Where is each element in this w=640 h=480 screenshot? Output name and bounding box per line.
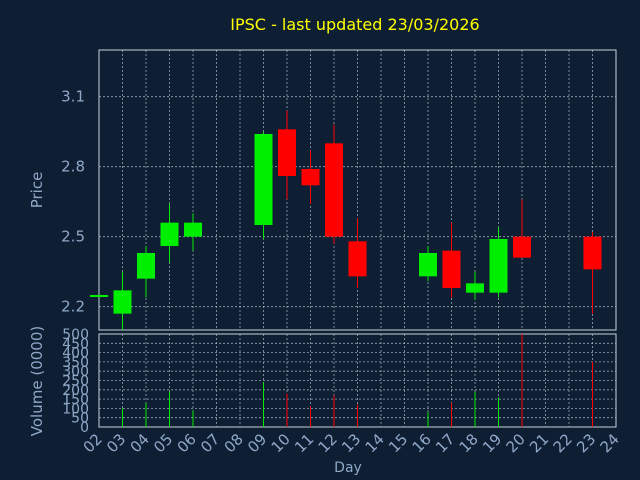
price-grid xyxy=(99,50,616,330)
volume-tick-label: 450 xyxy=(62,336,89,352)
candle-body xyxy=(137,253,155,279)
volume-tick-label: 400 xyxy=(62,346,89,362)
price-y-ticks: 2.2 2.5 2.8 3.1 xyxy=(61,88,85,316)
price-tick-label: 2.5 xyxy=(61,228,85,246)
price-tick-label: 2.8 xyxy=(61,158,85,176)
volume-tick-label: 50 xyxy=(71,411,89,427)
candle-body xyxy=(583,236,602,270)
chart-title: IPSC - last updated 23/03/2026 xyxy=(230,15,479,34)
volume-tick-label: 300 xyxy=(62,364,89,380)
volume-tick-label: 0 xyxy=(80,420,89,436)
candle-body xyxy=(489,239,508,293)
candle-body xyxy=(466,283,484,293)
volume-tick-label: 200 xyxy=(62,383,89,399)
price-tick-label: 3.1 xyxy=(61,88,85,106)
candle-body xyxy=(113,290,132,314)
price-tick-label: 2.2 xyxy=(61,298,85,316)
volume-tick-label: 250 xyxy=(62,374,89,390)
volume-tick-label: 500 xyxy=(62,327,89,343)
volume-tick-label: 350 xyxy=(62,355,89,371)
volume-axis-label: Volume (0000) xyxy=(28,326,46,436)
x-ticks: 0203040506070809101112131415161718192021… xyxy=(80,430,623,456)
volume-tick-label: 150 xyxy=(62,392,89,408)
candle-body xyxy=(278,129,296,176)
candles xyxy=(90,110,602,330)
candle-body xyxy=(160,222,179,246)
x-axis-label: Day xyxy=(334,460,362,476)
candle-body xyxy=(419,253,437,277)
price-panel: 2.2 2.5 2.8 3.1 Price xyxy=(28,49,617,331)
volume-tick-label: 100 xyxy=(62,401,89,417)
volume-bars xyxy=(122,334,593,427)
candle-body xyxy=(90,295,108,297)
candle-body xyxy=(442,250,461,288)
candle-body xyxy=(348,241,367,277)
candle-body xyxy=(325,143,343,237)
candle-body xyxy=(254,134,273,225)
candle-body xyxy=(184,222,202,237)
candle-body xyxy=(301,169,320,186)
price-axis-label: Price xyxy=(28,172,46,209)
candle-body xyxy=(513,236,531,258)
